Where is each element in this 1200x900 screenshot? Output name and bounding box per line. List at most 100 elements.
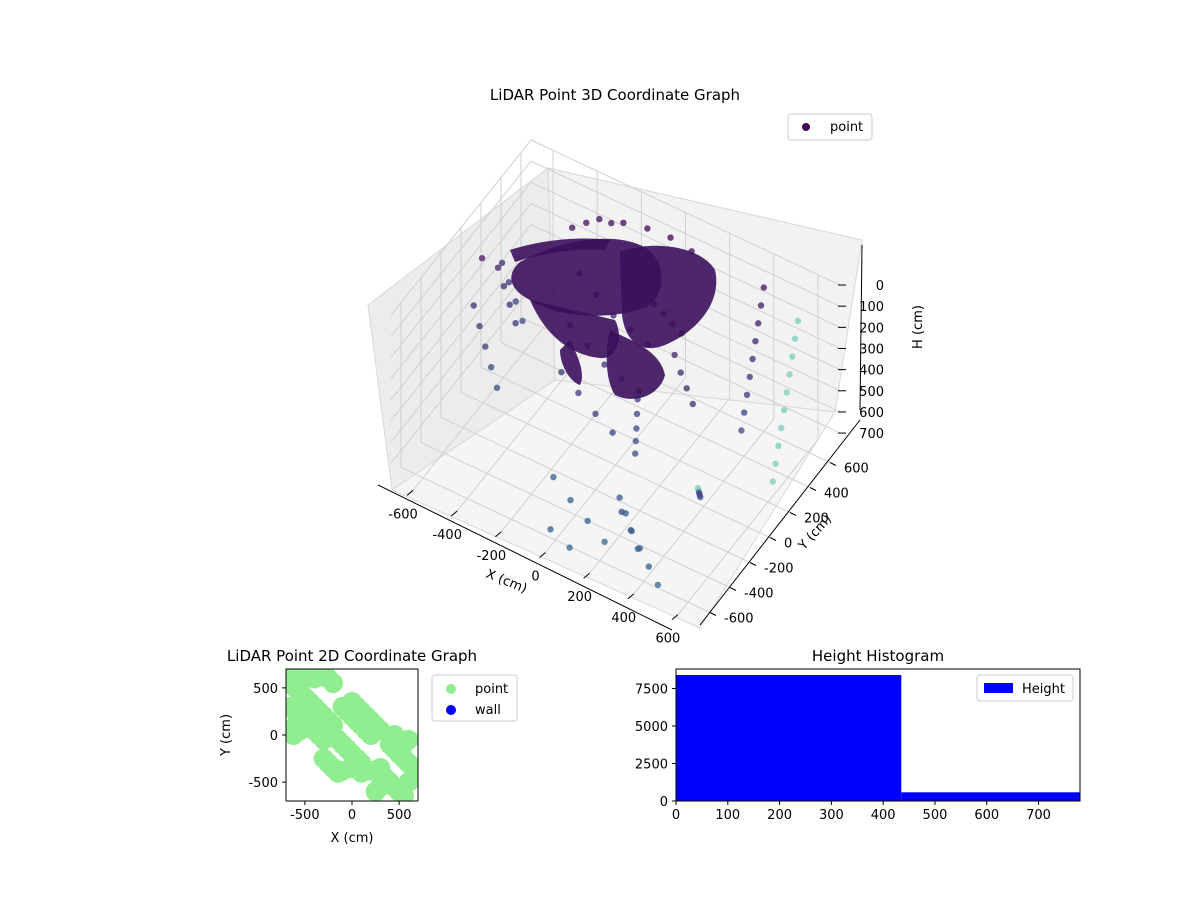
scatter-point-3d [645, 563, 652, 570]
scatter-point-3d [775, 442, 782, 449]
y-axis-ticks: -600 -400 -200 0 200 400 600 [709, 462, 869, 627]
x-tick-label: 500 [923, 808, 948, 823]
histogram-legend: Height [976, 674, 1074, 702]
scatter-point-3d [632, 450, 639, 457]
x-tick-label: 0 [672, 808, 680, 823]
z-tick-label: 600 [859, 406, 884, 421]
scatter-point-3d [654, 581, 662, 589]
x-axis-line [377, 484, 673, 631]
legend-marker-point [446, 684, 456, 694]
chart-2d-y-label: Y (cm) [219, 714, 234, 757]
scatter-point-3d [778, 424, 785, 432]
scatter-point-3d [488, 364, 495, 371]
histogram-x-ticks: 0 100 200 300 400 500 600 700 [672, 801, 1051, 823]
scatter-point-3d [760, 284, 767, 291]
scatter-point-3d [633, 425, 640, 432]
legend-label-point: point [830, 120, 863, 135]
scatter-point-3d [689, 400, 696, 408]
x-tick-label: 0 [348, 808, 356, 823]
x-tick-label: 0 [531, 569, 539, 584]
scatter-point-3d [741, 409, 748, 416]
scatter-point-3d [601, 538, 608, 545]
y-tick-label: 7500 [635, 683, 668, 698]
chart-2d-legend: point wall [431, 674, 518, 722]
scatter-point-3d [583, 219, 590, 226]
scatter-point-3d [569, 224, 576, 231]
scatter-point-3d [743, 391, 751, 398]
histogram-frame [675, 668, 1081, 802]
scatter-point-3d [609, 429, 616, 436]
histogram-bars [676, 675, 1080, 801]
scatter-point-3d [550, 473, 557, 481]
x-tick-label: 400 [871, 808, 896, 823]
chart-3d: LiDAR Point 3D Coordinate Graph -600 -400… [367, 86, 926, 647]
chart-2d-x-ticks: -500 0 500 [290, 801, 412, 823]
y-tick-label: 500 [253, 682, 278, 697]
y-tick-label: -400 [744, 587, 774, 602]
z-axis-ticks: 0 100 200 300 400 500 600 700 [838, 279, 884, 442]
scatter-point-3d [755, 320, 762, 327]
scatter-point-3d [677, 369, 684, 376]
y-tick-label: 200 [804, 512, 829, 527]
x-tick-label: 300 [819, 808, 844, 823]
legend-box [976, 674, 1074, 702]
x-tick-label: 200 [767, 808, 792, 823]
x-tick-label: 600 [974, 808, 999, 823]
scatter-point-3d [512, 320, 519, 327]
scatter-point-3d [567, 496, 574, 504]
z-tick-label: 200 [859, 321, 884, 336]
y-tick-label: 600 [844, 462, 869, 477]
scatter-point-3d [749, 355, 756, 363]
scatter-point-3d [794, 317, 802, 324]
chart-2d-title: LiDAR Point 2D Coordinate Graph [227, 647, 477, 665]
scatter-point-2d [290, 720, 311, 741]
legend-marker-wall [446, 705, 456, 715]
histogram-title: Height Histogram [812, 647, 944, 665]
legend-label-point: point [475, 682, 508, 697]
scatter-point-3d [697, 493, 704, 501]
histogram-y-ticks: 0 2500 5000 7500 [635, 683, 676, 810]
x-tick-label: 400 [611, 611, 636, 626]
scatter-point-3d [786, 371, 793, 378]
chart-2d-x-label: X (cm) [331, 831, 374, 846]
legend-label-height: Height [1022, 682, 1065, 697]
z-tick-label: 0 [876, 279, 884, 294]
z-axis-label: H (cm) [911, 305, 926, 349]
x-tick-label: -400 [432, 528, 462, 543]
z-tick-label: 500 [859, 385, 884, 400]
chart-3d-title: LiDAR Point 3D Coordinate Graph [490, 86, 740, 104]
legend-box [787, 113, 873, 141]
scatter-point-3d [506, 301, 513, 308]
legend-marker-point [802, 123, 810, 131]
scatter-point-3d [482, 343, 489, 350]
chart-3d-pane-floor [390, 379, 836, 629]
y-tick-label: 0 [270, 729, 278, 744]
histogram-bar [901, 792, 1080, 801]
scatter-point-3d [616, 494, 623, 501]
z-tick-label: 400 [859, 364, 884, 379]
scatter-point-3d [601, 361, 608, 368]
scatter-point-3d [478, 255, 486, 262]
x-tick-label: 600 [656, 632, 681, 647]
scatter-point-3d [493, 384, 501, 391]
z-tick-label: 700 [859, 427, 884, 442]
scatter-point-3d [566, 544, 573, 551]
y-tick-label: -500 [248, 776, 278, 791]
y-tick-label: 400 [824, 487, 849, 502]
x-tick-label: 200 [567, 590, 592, 605]
chart-3d-dense-cloud [510, 238, 717, 399]
scatter-point-3d [558, 369, 565, 376]
chart-histogram: Height Histogram 0 100 200 300 400 500 600 700 … [635, 647, 1081, 823]
scatter-point-3d [783, 389, 790, 396]
scatter-point-3d [738, 427, 745, 434]
scatter-point-3d [632, 437, 639, 445]
chart-2d-y-ticks: -500 0 500 [248, 682, 286, 791]
x-tick-label: 700 [1026, 808, 1051, 823]
scatter-point-3d [683, 385, 690, 392]
scatter-point-3d [772, 460, 779, 467]
scatter-point-3d [628, 527, 635, 535]
z-tick-label: 300 [859, 342, 884, 357]
z-tick-label: 100 [859, 300, 884, 315]
scatter-point-3d [667, 234, 674, 241]
